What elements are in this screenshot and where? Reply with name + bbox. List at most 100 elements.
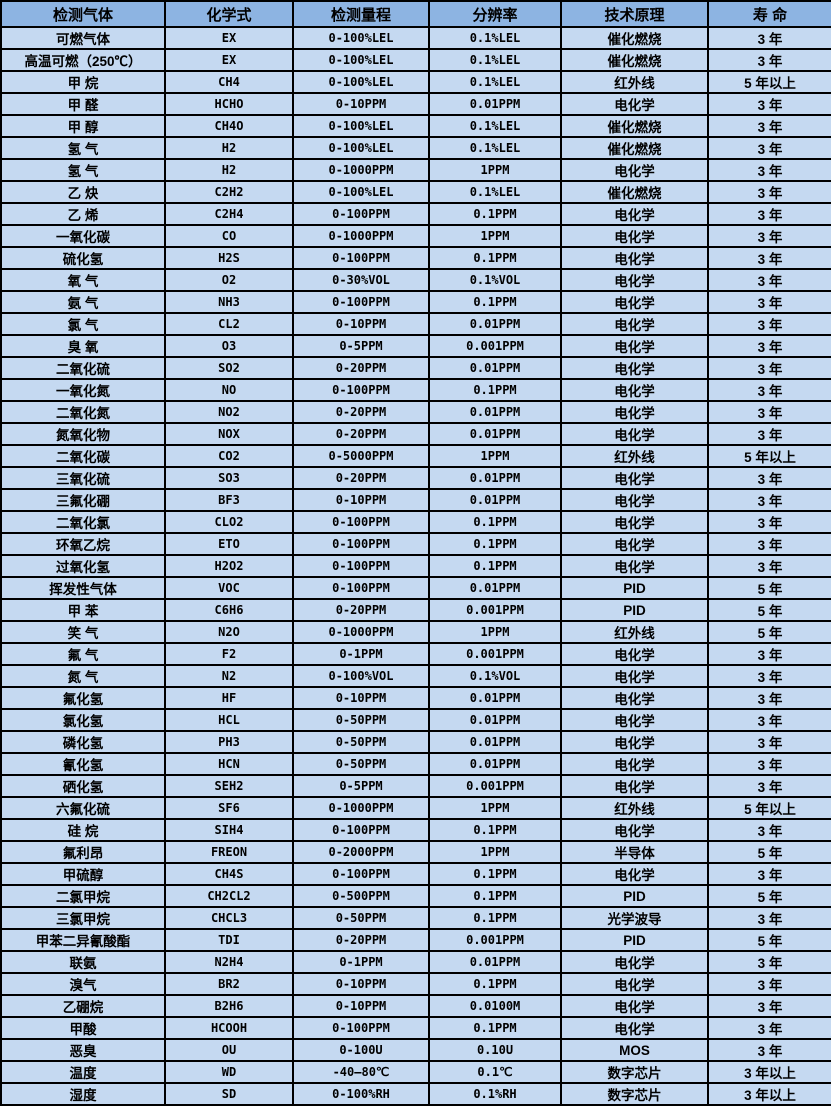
cell-resolution: 0.1PPM: [428, 884, 562, 908]
table-row: 氢 气 H2 0-100%LEL 0.1%LEL 催化燃烧 3 年: [0, 136, 831, 160]
cell-principle: 电化学: [560, 554, 709, 578]
table-row: 氰化氢 HCN 0-50PPM 0.01PPM 电化学 3 年: [0, 752, 831, 776]
cell-formula: HCOOH: [164, 1016, 294, 1040]
cell-life: 3 年: [707, 532, 831, 556]
column-header-principle: 技术原理: [560, 0, 709, 28]
cell-resolution: 0.1%LEL: [428, 70, 562, 94]
cell-gas: 湿度: [0, 1082, 166, 1106]
cell-range: 0-30%VOL: [292, 268, 430, 292]
cell-resolution: 1PPM: [428, 840, 562, 864]
cell-principle: 电化学: [560, 224, 709, 248]
cell-formula: HCN: [164, 752, 294, 776]
cell-range: 0-50PPM: [292, 906, 430, 930]
cell-resolution: 0.1%RH: [428, 1082, 562, 1106]
cell-formula: EX: [164, 26, 294, 50]
table-row: 甲苯二异氰酸酯 TDI 0-20PPM 0.001PPM PID 5 年: [0, 928, 831, 952]
cell-life: 5 年以上: [707, 796, 831, 820]
cell-gas: 硫化氢: [0, 246, 166, 270]
cell-gas: 二氧化碳: [0, 444, 166, 468]
cell-principle: 电化学: [560, 422, 709, 446]
cell-resolution: 1PPM: [428, 224, 562, 248]
cell-life: 3 年: [707, 994, 831, 1018]
cell-resolution: 0.01PPM: [428, 686, 562, 710]
cell-range: 0-100%LEL: [292, 70, 430, 94]
cell-resolution: 0.01PPM: [428, 92, 562, 116]
cell-resolution: 0.1PPM: [428, 1016, 562, 1040]
cell-principle: 电化学: [560, 510, 709, 534]
cell-gas: 氟 气: [0, 642, 166, 666]
cell-resolution: 0.01PPM: [428, 466, 562, 490]
cell-gas: 甲硫醇: [0, 862, 166, 886]
cell-gas: 甲 烷: [0, 70, 166, 94]
cell-principle: 电化学: [560, 752, 709, 776]
cell-principle: 催化燃烧: [560, 26, 709, 50]
cell-resolution: 0.1%LEL: [428, 136, 562, 160]
table-row: 挥发性气体 VOC 0-100PPM 0.01PPM PID 5 年: [0, 576, 831, 600]
cell-life: 3 年: [707, 48, 831, 72]
cell-principle: 催化燃烧: [560, 180, 709, 204]
cell-resolution: 1PPM: [428, 444, 562, 468]
cell-life: 3 年: [707, 818, 831, 842]
column-header-range: 检测量程: [292, 0, 430, 28]
cell-principle: 电化学: [560, 268, 709, 292]
cell-range: 0-1000PPM: [292, 158, 430, 182]
cell-gas: 氟化氢: [0, 686, 166, 710]
cell-formula: CHCL3: [164, 906, 294, 930]
cell-principle: 红外线: [560, 620, 709, 644]
cell-range: 0-5PPM: [292, 334, 430, 358]
table-row: 二氧化氮 NO2 0-20PPM 0.01PPM 电化学 3 年: [0, 400, 831, 424]
cell-principle: 电化学: [560, 818, 709, 842]
table-row: 氨 气 NH3 0-100PPM 0.1PPM 电化学 3 年: [0, 290, 831, 314]
cell-gas: 氢 气: [0, 158, 166, 182]
cell-range: 0-10PPM: [292, 92, 430, 116]
cell-life: 5 年: [707, 576, 831, 600]
cell-life: 3 年: [707, 202, 831, 226]
cell-range: 0-100%RH: [292, 1082, 430, 1106]
table-row: 氮 气 N2 0-100%VOL 0.1%VOL 电化学 3 年: [0, 664, 831, 688]
cell-gas: 过氧化氢: [0, 554, 166, 578]
cell-formula: H2S: [164, 246, 294, 270]
cell-life: 3 年: [707, 554, 831, 578]
cell-resolution: 0.1PPM: [428, 202, 562, 226]
cell-formula: BF3: [164, 488, 294, 512]
cell-gas: 硒化氢: [0, 774, 166, 798]
table-row: 氢 气 H2 0-1000PPM 1PPM 电化学 3 年: [0, 158, 831, 182]
cell-range: 0-1PPM: [292, 950, 430, 974]
cell-formula: CLO2: [164, 510, 294, 534]
cell-formula: NH3: [164, 290, 294, 314]
table-row: 甲 醇 CH4O 0-100%LEL 0.1%LEL 催化燃烧 3 年: [0, 114, 831, 138]
cell-resolution: 1PPM: [428, 796, 562, 820]
cell-principle: 电化学: [560, 92, 709, 116]
table-row: 乙 烯 C2H4 0-100PPM 0.1PPM 电化学 3 年: [0, 202, 831, 226]
cell-range: 0-100PPM: [292, 862, 430, 886]
table-row: 一氧化氮 NO 0-100PPM 0.1PPM 电化学 3 年: [0, 378, 831, 402]
cell-formula: N2H4: [164, 950, 294, 974]
table-row: 六氟化硫 SF6 0-1000PPM 1PPM 红外线 5 年以上: [0, 796, 831, 820]
cell-gas: 三氯甲烷: [0, 906, 166, 930]
cell-life: 3 年: [707, 906, 831, 930]
cell-life: 3 年: [707, 224, 831, 248]
column-header-resolution: 分辨率: [428, 0, 562, 28]
cell-gas: 氯 气: [0, 312, 166, 336]
cell-range: 0-1000PPM: [292, 620, 430, 644]
cell-resolution: 0.001PPM: [428, 334, 562, 358]
cell-life: 5 年: [707, 928, 831, 952]
cell-range: 0-10PPM: [292, 994, 430, 1018]
cell-gas: 高温可燃（250℃）: [0, 48, 166, 72]
cell-formula: HF: [164, 686, 294, 710]
cell-principle: 电化学: [560, 290, 709, 314]
cell-principle: 催化燃烧: [560, 114, 709, 138]
cell-formula: SD: [164, 1082, 294, 1106]
cell-life: 3 年: [707, 708, 831, 732]
cell-resolution: 0.01PPM: [428, 730, 562, 754]
cell-gas: 恶臭: [0, 1038, 166, 1062]
cell-gas: 二氧化氯: [0, 510, 166, 534]
cell-principle: 电化学: [560, 532, 709, 556]
cell-life: 3 年: [707, 862, 831, 886]
cell-resolution: 0.10U: [428, 1038, 562, 1062]
table-row: 硒化氢 SEH2 0-5PPM 0.001PPM 电化学 3 年: [0, 774, 831, 798]
cell-range: 0-100PPM: [292, 290, 430, 314]
cell-resolution: 0.1PPM: [428, 818, 562, 842]
cell-formula: H2: [164, 136, 294, 160]
